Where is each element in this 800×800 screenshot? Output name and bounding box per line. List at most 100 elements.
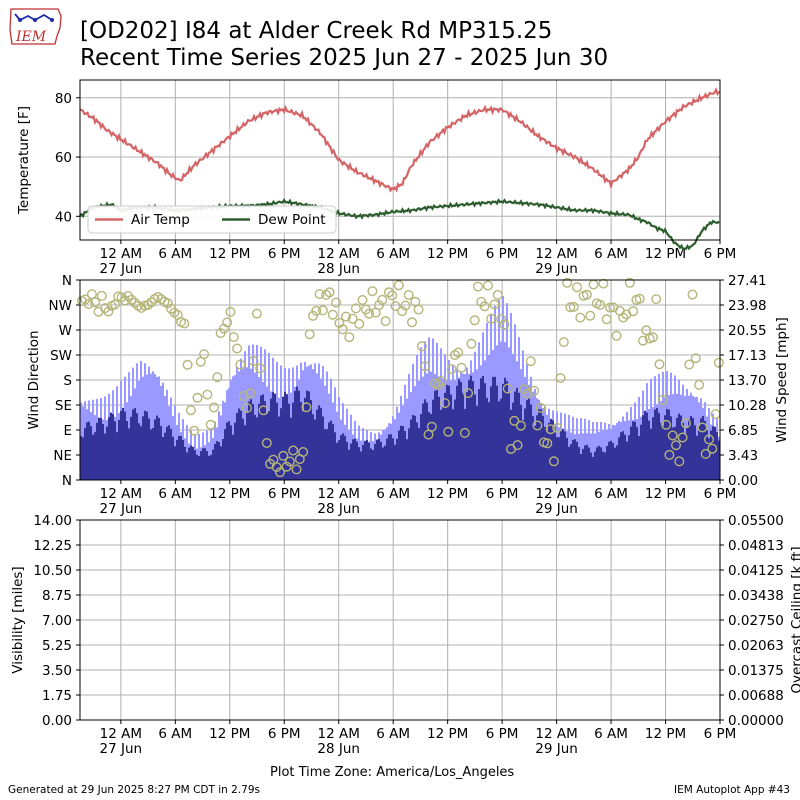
wind-speed-bar — [252, 404, 254, 480]
wind-direction-point — [515, 420, 526, 431]
wind-speed-bar — [144, 410, 146, 480]
wind-speed-bar — [662, 426, 664, 480]
wind-speed-bar — [632, 421, 634, 480]
wind-direction-point — [341, 311, 352, 322]
wind-direction-point — [628, 306, 639, 317]
wind-direction-point — [509, 415, 520, 426]
wind-speed-bar — [194, 450, 196, 480]
wind-speed-bar — [404, 430, 406, 480]
wind-speed-bar — [630, 426, 632, 480]
wind-speed-bar — [158, 417, 160, 480]
wind-xtick-label: 12 PM — [427, 486, 468, 502]
ceiling-tick-label: 0.04813 — [728, 538, 784, 554]
dew-point-legend-label: Dew Point — [258, 212, 326, 228]
wind-speed-bar — [214, 443, 216, 480]
wind-speed-bar — [658, 412, 660, 480]
wind-direction-point — [109, 299, 120, 310]
wind-xtick-label: 12 PM — [209, 486, 250, 502]
wind-direction-point — [100, 303, 111, 314]
wind-direction-point — [433, 379, 444, 390]
wind-direction-point — [228, 332, 239, 343]
temp-ytick-label: 60 — [55, 150, 72, 166]
wind-speed-bar — [550, 418, 552, 480]
wind-gust-bar — [128, 372, 130, 480]
wind-gust-bar — [174, 405, 176, 480]
wind-speed-bar — [162, 436, 164, 480]
wind-speed-bar — [376, 439, 378, 480]
wind-direction-point — [522, 388, 533, 399]
wind-direction-point — [248, 356, 259, 367]
wind-direction-point — [535, 402, 546, 413]
wind-speed-bar — [444, 392, 446, 480]
wind-direction-point — [651, 294, 662, 305]
wind-speed-bar — [652, 417, 654, 480]
wind-direction-point — [354, 318, 365, 329]
wind-direction-point — [364, 308, 375, 319]
wind-speed-bar — [394, 444, 396, 480]
wind-direction-point — [496, 314, 507, 325]
wind-direction-point — [317, 305, 328, 316]
temp-ytick-label: 40 — [55, 209, 72, 225]
wind-gust-bar — [428, 337, 430, 480]
wind-frame — [79, 279, 721, 481]
wind-speed-bar — [290, 417, 292, 480]
wind-speed-bar — [210, 454, 212, 480]
temp-legend-box — [87, 205, 337, 234]
wind-direction-point — [704, 434, 715, 445]
wind-speed-bar — [692, 417, 694, 480]
wind-speed-bar — [346, 441, 348, 480]
wind-direction-point — [588, 279, 599, 290]
wind-direction-point — [552, 422, 563, 433]
wind-speed-bar — [508, 392, 510, 480]
wind-direction-point — [314, 289, 325, 300]
wind-speed-bar — [648, 420, 650, 480]
vis-date-label: 27 Jun — [100, 741, 143, 757]
wind-speed-bar — [532, 416, 534, 480]
wind-direction-point — [235, 359, 246, 370]
wind-speed-bar — [372, 450, 374, 480]
wind-speed-bar — [216, 441, 218, 480]
wind-direction-point — [585, 310, 596, 321]
wind-speed-bar — [182, 440, 184, 480]
wind-speed-bar — [708, 438, 710, 480]
wind-speed-bar — [386, 438, 388, 480]
wind-gust-bar — [162, 382, 164, 480]
wind-speed-bar — [122, 407, 124, 480]
wind-speed-bar — [600, 447, 602, 480]
wind-speed-tick-label: 27.41 — [728, 273, 767, 289]
wind-speed-bar — [94, 432, 96, 480]
wind-direction-point — [407, 317, 418, 328]
wind-gust-bar — [420, 347, 422, 480]
temp-xtick-label: 6 AM — [594, 246, 628, 262]
wind-speed-bar — [114, 421, 116, 480]
wind-direction-point — [146, 297, 157, 308]
wind-speed-bar — [132, 409, 134, 480]
wind-speed-bar — [476, 405, 478, 480]
wind-speed-bar — [156, 415, 158, 480]
wind-direction-point — [288, 445, 299, 456]
wind-speed-bar — [398, 430, 400, 480]
wind-direction-point — [275, 467, 286, 478]
wind-speed-bar — [710, 430, 712, 480]
wind-direction-point — [459, 427, 470, 438]
wind-dir-y-label: Wind Direction — [26, 330, 42, 429]
wind-direction-point — [446, 364, 457, 375]
wind-speed-bar — [256, 417, 258, 480]
wind-speed-bar — [646, 412, 648, 480]
wind-speed-bar — [166, 426, 168, 480]
wind-speed-bar — [408, 428, 410, 480]
vis-xtick-label: 12 PM — [645, 726, 686, 742]
wind-speed-bar — [354, 438, 356, 480]
air-temp-line — [79, 87, 720, 193]
wind-speed-bar — [208, 455, 210, 480]
wind-direction-point — [377, 294, 388, 305]
wind-direction-point — [572, 282, 583, 293]
wind-speed-bar — [536, 415, 538, 480]
wind-speed-tick-label: 6.85 — [728, 423, 758, 439]
wind-gust-bar — [510, 312, 512, 480]
wind-speed-bar — [514, 391, 516, 480]
wind-speed-bar — [664, 415, 666, 480]
wind-speed-bar — [626, 441, 628, 480]
